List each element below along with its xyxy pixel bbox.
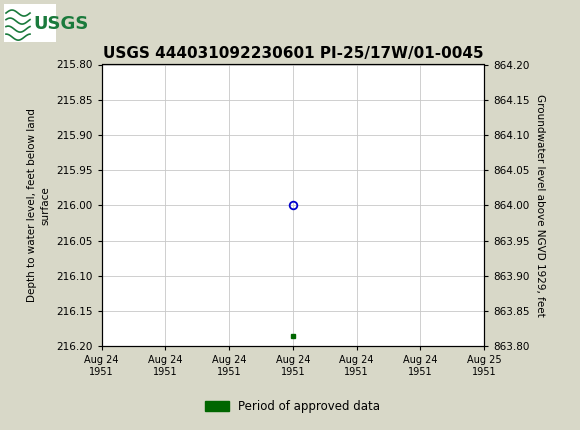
Legend: Period of approved data: Period of approved data xyxy=(201,395,385,418)
Text: USGS 444031092230601 PI-25/17W/01-0045: USGS 444031092230601 PI-25/17W/01-0045 xyxy=(103,46,483,61)
Y-axis label: Groundwater level above NGVD 1929, feet: Groundwater level above NGVD 1929, feet xyxy=(535,94,545,317)
FancyBboxPatch shape xyxy=(4,4,56,42)
Text: USGS: USGS xyxy=(33,15,88,33)
Y-axis label: Depth to water level, feet below land
surface: Depth to water level, feet below land su… xyxy=(27,108,50,302)
